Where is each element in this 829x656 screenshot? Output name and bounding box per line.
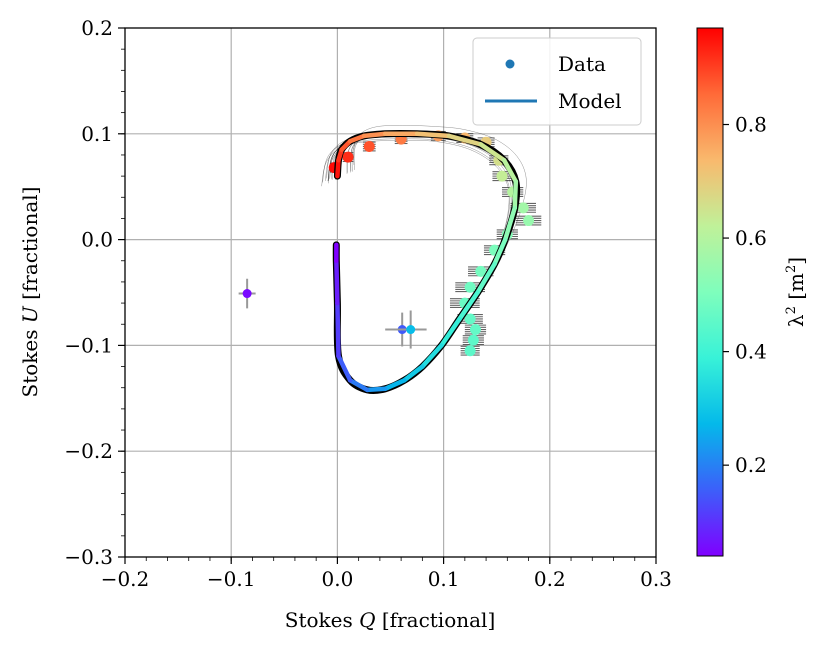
colorbar bbox=[696, 27, 724, 557]
y-tick-label: −0.2 bbox=[64, 439, 113, 463]
band-data-point bbox=[464, 345, 476, 357]
model-curve-segment bbox=[478, 142, 507, 163]
colorbar-tick-label: 0.4 bbox=[735, 340, 767, 364]
band-data-point bbox=[475, 265, 487, 277]
y-tick-label: 0.1 bbox=[81, 122, 113, 146]
model-curve-segment bbox=[475, 261, 497, 295]
y-tick-label: −0.1 bbox=[64, 333, 113, 357]
colorbar-tick-label: 0.6 bbox=[735, 226, 767, 250]
model-curve-segment bbox=[457, 290, 480, 322]
colorbar-ticks: 0.2 0.4 0.6 0.8 bbox=[723, 113, 767, 477]
y-tick-label: 0.0 bbox=[81, 228, 113, 252]
plot-frame bbox=[124, 27, 657, 558]
model-curve-segment bbox=[364, 386, 388, 393]
model-curve-segment bbox=[361, 131, 388, 139]
y-tick-label: 0.2 bbox=[81, 16, 113, 40]
legend-box bbox=[472, 37, 642, 126]
x-tick-label: −0.1 bbox=[207, 567, 256, 591]
legend-model-label: Model bbox=[558, 89, 622, 113]
band-data-point bbox=[342, 151, 354, 163]
x-tick-label: 0.1 bbox=[428, 567, 460, 591]
colorbar-tick-label: 0.2 bbox=[735, 453, 767, 477]
colorbar-tick-label: 0.8 bbox=[735, 113, 767, 137]
legend: Data Model bbox=[472, 37, 642, 126]
model-curve-segment bbox=[334, 258, 340, 306]
model-curve-segment bbox=[335, 158, 341, 179]
model-curve-segment bbox=[446, 133, 484, 147]
model-curve-segment bbox=[414, 131, 452, 139]
legend-data-marker bbox=[505, 59, 515, 69]
band-data-point bbox=[496, 170, 508, 182]
band-data-point bbox=[363, 140, 375, 152]
y-tick-label: −0.3 bbox=[64, 545, 113, 569]
band-data-point bbox=[469, 324, 481, 336]
model-curve-segment bbox=[347, 378, 370, 393]
x-tick-label: −0.2 bbox=[101, 567, 150, 591]
x-axis-label: Stokes Q [fractional] bbox=[285, 608, 496, 632]
plot-content bbox=[238, 125, 542, 395]
model-curve-segment bbox=[512, 179, 519, 211]
model-curve-segment bbox=[501, 158, 519, 184]
model-curve-segment bbox=[439, 316, 462, 348]
model-curve-segment bbox=[336, 353, 353, 383]
model-curve-segment bbox=[402, 364, 425, 383]
model-curve-segment bbox=[347, 133, 367, 144]
band-data-point bbox=[464, 313, 476, 325]
data-point bbox=[242, 289, 252, 299]
x-tick-label: 0.2 bbox=[534, 567, 566, 591]
data-point bbox=[406, 325, 416, 335]
x-tick-label: 0.3 bbox=[640, 567, 672, 591]
legend-data-label: Data bbox=[558, 52, 606, 76]
data-points bbox=[238, 278, 427, 349]
x-tick-label: 0.0 bbox=[321, 567, 353, 591]
model-curve-segment bbox=[502, 205, 518, 242]
y-axis-label: Stokes U [fractional] bbox=[18, 187, 42, 398]
band-data-point bbox=[523, 215, 535, 227]
model-curve-segment bbox=[335, 300, 341, 359]
band-data-point bbox=[517, 202, 529, 214]
model-curve bbox=[332, 130, 521, 395]
colorbar-label: λ2 [m2] bbox=[784, 257, 808, 327]
model-curve-segment bbox=[420, 343, 444, 369]
model-curve-segment bbox=[492, 237, 508, 267]
band-data-point bbox=[464, 281, 476, 293]
axis-ticks: −0.2 −0.1 0.0 0.1 0.2 0.3−0.3−0.2−0.10.00.10.… bbox=[64, 16, 671, 591]
model-curve-segment bbox=[382, 378, 407, 392]
band-data-point bbox=[467, 334, 479, 346]
